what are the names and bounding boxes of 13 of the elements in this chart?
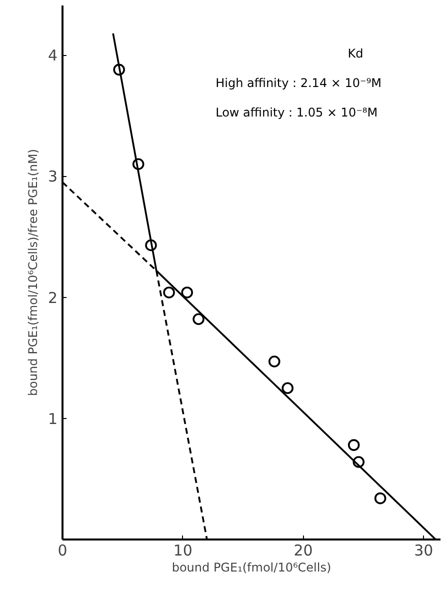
x-tick-label: 10 xyxy=(173,542,192,560)
x-tick-label: 30 xyxy=(414,542,434,560)
annotation: High affinity : 2.14 × 10⁻⁹M xyxy=(216,76,382,90)
y-axis-title: bound PGE₁(fmol/10⁶Cells)/free PGE₁(nM) xyxy=(26,148,40,396)
annotation: Kd xyxy=(348,46,364,61)
y-tick-label: 4 xyxy=(48,46,58,65)
x-tick-label: 20 xyxy=(294,542,313,560)
y-tick-label: 2 xyxy=(48,288,58,307)
annotation: Low affinity : 1.05 × 10⁻⁸M xyxy=(216,105,378,120)
y-tick-label: 1 xyxy=(48,410,58,428)
y-tick-label: 3 xyxy=(48,168,58,186)
x-tick-label: 0 xyxy=(58,542,68,560)
x-axis-title: bound PGE₁(fmol/10⁶Cells) xyxy=(172,560,332,574)
